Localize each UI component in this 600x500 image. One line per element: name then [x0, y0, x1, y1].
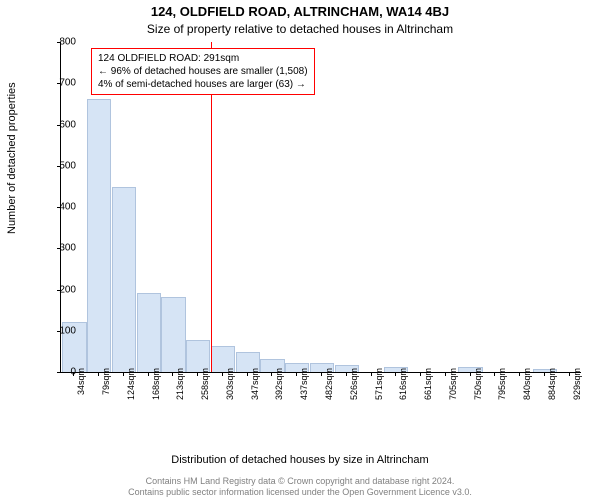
xtick-label: 79sqm — [101, 368, 111, 395]
annotation-line1: 124 OLDFIELD ROAD: 291sqm — [98, 52, 308, 65]
footer-attribution: Contains HM Land Registry data © Crown c… — [0, 476, 600, 498]
footer-line2: Contains public sector information licen… — [0, 487, 600, 498]
xtick-mark — [395, 372, 396, 376]
xtick-mark — [544, 372, 545, 376]
xtick-label: 526sqm — [349, 368, 359, 400]
xtick-mark — [420, 372, 421, 376]
xtick-mark — [222, 372, 223, 376]
xtick-mark — [569, 372, 570, 376]
xtick-label: 34sqm — [76, 368, 86, 395]
histogram-bar — [137, 293, 161, 372]
y-axis-label: Number of detached properties — [6, 82, 18, 234]
ytick-label: 600 — [36, 119, 76, 130]
xtick-label: 661sqm — [423, 368, 433, 400]
xtick-mark — [98, 372, 99, 376]
xtick-label: 303sqm — [225, 368, 235, 400]
xtick-label: 571sqm — [374, 368, 384, 400]
chart-title: 124, OLDFIELD ROAD, ALTRINCHAM, WA14 4BJ — [0, 4, 600, 19]
xtick-label: 347sqm — [250, 368, 260, 400]
ytick-label: 200 — [36, 284, 76, 295]
annotation-line3: 4% of semi-detached houses are larger (6… — [98, 78, 308, 91]
xtick-label: 840sqm — [522, 368, 532, 400]
xtick-mark — [519, 372, 520, 376]
xtick-label: 437sqm — [299, 368, 309, 400]
footer-line1: Contains HM Land Registry data © Crown c… — [0, 476, 600, 487]
ytick-label: 300 — [36, 243, 76, 254]
plot-area: 34sqm79sqm124sqm168sqm213sqm258sqm303sqm… — [60, 42, 581, 373]
xtick-mark — [172, 372, 173, 376]
xtick-mark — [494, 372, 495, 376]
xtick-mark — [148, 372, 149, 376]
xtick-mark — [296, 372, 297, 376]
xtick-mark — [371, 372, 372, 376]
xtick-label: 168sqm — [151, 368, 161, 400]
xtick-label: 750sqm — [473, 368, 483, 400]
histogram-bar — [112, 187, 136, 372]
histogram-bar — [161, 297, 185, 372]
xtick-label: 616sqm — [398, 368, 408, 400]
ytick-label: 400 — [36, 202, 76, 213]
annotation-line2: ← 96% of detached houses are smaller (1,… — [98, 65, 308, 78]
xtick-mark — [321, 372, 322, 376]
xtick-mark — [445, 372, 446, 376]
histogram-bar — [87, 99, 111, 372]
xtick-mark — [197, 372, 198, 376]
ytick-label: 800 — [36, 37, 76, 48]
xtick-mark — [346, 372, 347, 376]
xtick-label: 929sqm — [572, 368, 582, 400]
annotation-box: 124 OLDFIELD ROAD: 291sqm← 96% of detach… — [91, 48, 315, 95]
xtick-label: 258sqm — [200, 368, 210, 400]
xtick-label: 705sqm — [448, 368, 458, 400]
xtick-mark — [470, 372, 471, 376]
ytick-label: 500 — [36, 160, 76, 171]
ytick-label: 100 — [36, 325, 76, 336]
xtick-label: 124sqm — [126, 368, 136, 400]
xtick-label: 482sqm — [324, 368, 334, 400]
xtick-label: 884sqm — [547, 368, 557, 400]
xtick-mark — [123, 372, 124, 376]
xtick-mark — [247, 372, 248, 376]
xtick-label: 795sqm — [497, 368, 507, 400]
ytick-label: 700 — [36, 78, 76, 89]
ytick-label: 0 — [36, 367, 76, 378]
xtick-label: 392sqm — [274, 368, 284, 400]
x-axis-label: Distribution of detached houses by size … — [0, 454, 600, 466]
chart-subtitle: Size of property relative to detached ho… — [0, 22, 600, 36]
xtick-label: 213sqm — [175, 368, 185, 400]
xtick-mark — [271, 372, 272, 376]
